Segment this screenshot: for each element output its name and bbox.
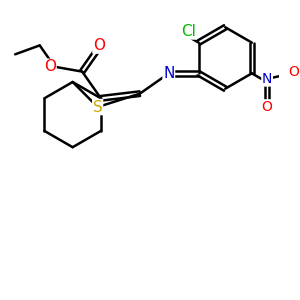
Text: O: O — [289, 65, 300, 80]
Text: S: S — [93, 100, 103, 115]
Text: O: O — [262, 100, 272, 114]
Text: O: O — [93, 38, 105, 53]
Text: O: O — [44, 59, 56, 74]
Text: N: N — [262, 72, 272, 86]
Text: Cl: Cl — [181, 24, 196, 39]
Text: N: N — [163, 66, 175, 81]
